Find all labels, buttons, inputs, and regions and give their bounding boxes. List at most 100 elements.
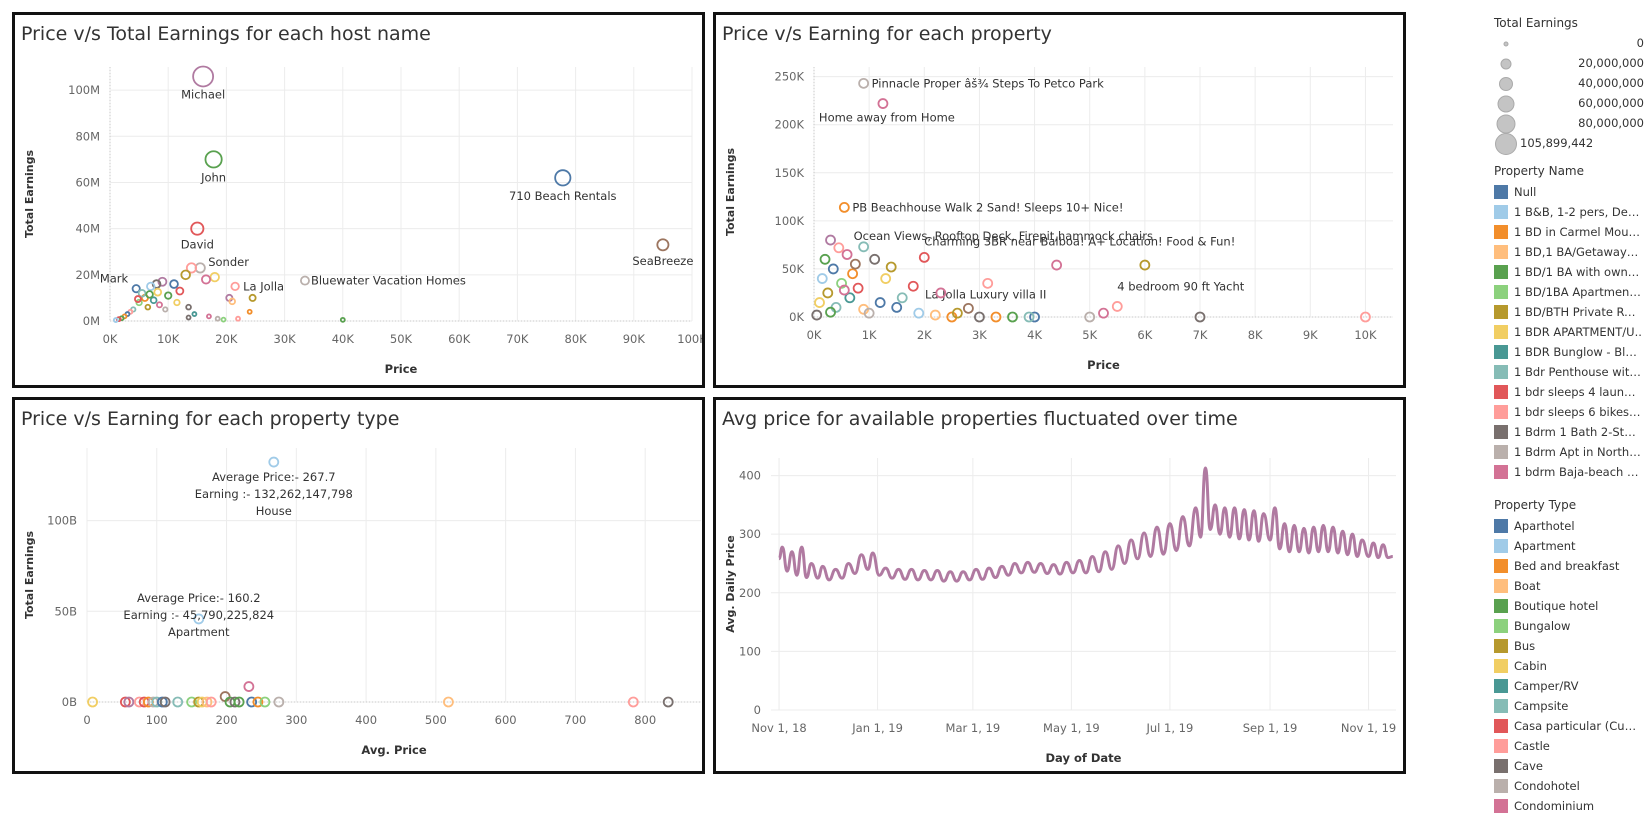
point-label: 710 Beach Rentals	[509, 189, 616, 203]
x-tick-label: 80K	[565, 332, 588, 346]
property-type-legend-item[interactable]: Cave	[1494, 756, 1644, 776]
data-point	[190, 221, 205, 236]
x-tick-label: 800	[634, 713, 656, 727]
legend-area: Total Earnings 0 20,000,000 40,000,000 60,0…	[1494, 14, 1644, 816]
data-point	[204, 150, 223, 169]
property-name-legend-item[interactable]: 1 bdr sleeps 6 bikes, k..	[1494, 402, 1644, 422]
legend-label: Condominium	[1514, 799, 1595, 813]
data-point	[146, 281, 156, 292]
y-tick-label: 400	[739, 469, 761, 483]
data-point	[827, 263, 839, 275]
legend-size-title: Total Earnings	[1494, 16, 1578, 30]
data-point	[144, 303, 152, 311]
x-tick-label: 0	[83, 713, 90, 727]
property-type-legend-item[interactable]: Castle	[1494, 736, 1644, 756]
property-type-legend-item[interactable]: Campsite	[1494, 696, 1644, 716]
x-axis-title: Day of Date	[1046, 751, 1122, 765]
point-label: Ocean Views, Rooftop Deck, Firepit,hammo…	[854, 229, 1153, 243]
property-name-legend-item[interactable]: 1 Bdrm 1 Bath 2-Stor..	[1494, 422, 1644, 442]
data-point	[259, 696, 271, 708]
chart-avg-price-time[interactable]: 0 100 200 300 400 Nov 1, 18 Jan 1, 19 Mar 1, 19…	[716, 400, 1403, 771]
data-point	[192, 65, 215, 88]
property-type-legend-item[interactable]: Condohotel	[1494, 776, 1644, 796]
x-tick-label: 600	[495, 713, 517, 727]
point-label: Pinnacle Proper âš¾ Steps To Petco Park	[872, 76, 1105, 90]
legend-label: 1 Bdrm 1 Bath 2-Stor..	[1514, 425, 1642, 439]
data-point	[863, 307, 875, 319]
y-tick-label: 40M	[75, 222, 100, 236]
property-name-legend-item[interactable]: 1 BD,1 BA/Getaway/Z..	[1494, 242, 1644, 262]
point-label: Charming 3BR near Balboa! A+ Location! F…	[924, 234, 1235, 248]
property-name-legend-item[interactable]: 1 BD/1 BA with own e..	[1494, 262, 1644, 282]
y-tick-label: 100K	[775, 214, 805, 228]
x-tick-label: 6K	[1137, 328, 1152, 342]
legend-label: 1 BD/BTH Private Ren..	[1514, 305, 1642, 319]
property-type-legend-item[interactable]: Bed and breakfast	[1494, 556, 1644, 576]
point-label: SeaBreeze	[632, 254, 693, 268]
legend-label: Camper/RV	[1514, 679, 1579, 693]
property-name-legend-item[interactable]: 1 BD/BTH Private Ren..	[1494, 302, 1644, 322]
property-name-legend-item[interactable]: 1 Bdr Penthouse with..	[1494, 362, 1644, 382]
size-legend-circle	[1500, 58, 1512, 70]
data-point	[185, 262, 198, 274]
property-name-legend-item[interactable]: 1 Bdrm Apt in North P..	[1494, 442, 1644, 462]
property-name-legend-item[interactable]: Null	[1494, 182, 1644, 202]
property-name-legend-item[interactable]: 1 bdrm Baja-beach st..	[1494, 462, 1644, 482]
property-name-legend-item[interactable]: 1 bdr sleeps 4 laundr..	[1494, 382, 1644, 402]
property-name-legend-item[interactable]: 1 BD in Carmel Mount..	[1494, 222, 1644, 242]
data-point	[1023, 311, 1035, 323]
legend-swatch	[1494, 345, 1508, 359]
x-tick-label: Sep 1, 19	[1243, 721, 1298, 735]
data-point	[339, 316, 346, 323]
property-type-legend-item[interactable]: Cabin	[1494, 656, 1644, 676]
legend-label: Boutique hotel	[1514, 599, 1599, 613]
series-line	[777, 466, 1393, 583]
x-axis-title: Price	[385, 362, 418, 376]
data-point	[214, 315, 221, 322]
data-point	[273, 696, 285, 708]
property-name-legend-item[interactable]: 1 BD/1BA Apartment ..	[1494, 282, 1644, 302]
y-tick-label: 0M	[83, 314, 100, 328]
annotation-line: House	[256, 504, 292, 518]
property-name-legend-item[interactable]: 1 B&B, 1-2 pers, DelM..	[1494, 202, 1644, 222]
property-type-legend-item[interactable]: Boutique hotel	[1494, 596, 1644, 616]
data-point	[119, 696, 131, 708]
data-point	[822, 287, 834, 299]
data-point	[233, 696, 245, 708]
property-name-legend-item[interactable]: 1 BDR Bunglow - Bloc..	[1494, 342, 1644, 362]
property-type-legend-item[interactable]: Camper/RV	[1494, 676, 1644, 696]
x-tick-label: 5K	[1082, 328, 1097, 342]
data-point	[858, 241, 870, 253]
y-tick-label: 20M	[75, 268, 100, 282]
property-type-legend[interactable]: Aparthotel Apartment Bed and breakfast Boat…	[1494, 516, 1644, 816]
legend-swatch	[1494, 405, 1508, 419]
data-point	[131, 284, 141, 294]
property-type-legend-item[interactable]: Apartment	[1494, 536, 1644, 556]
data-point	[1029, 311, 1040, 323]
property-type-legend-item[interactable]: Condominium	[1494, 796, 1644, 816]
data-point	[209, 271, 220, 283]
property-name-legend[interactable]: Null 1 B&B, 1-2 pers, DelM.. 1 BD in Carme…	[1494, 182, 1644, 486]
property-type-legend-item[interactable]: Boat	[1494, 576, 1644, 596]
data-point	[134, 295, 142, 303]
y-tick-label: 50B	[54, 604, 77, 618]
chart-property-type-earnings[interactable]: 0B 50B 100B 0 100 200 300 400 500 600 700 800 Avg. P…	[15, 400, 702, 771]
property-type-legend-item[interactable]: Casa particular (Cuba)	[1494, 716, 1644, 736]
annotation-line: Earning :- 45,790,225,824	[123, 608, 274, 622]
property-name-legend-item[interactable]: 1 BDR APARTMENT/U..	[1494, 322, 1644, 342]
legend-label: Aparthotel	[1514, 519, 1575, 533]
property-type-legend-item[interactable]: Aparthotel	[1494, 516, 1644, 536]
size-legend-circle	[1496, 114, 1516, 134]
data-point	[974, 311, 985, 323]
property-type-legend-item[interactable]: Bungalow	[1494, 616, 1644, 636]
point-label: Bluewater Vacation Homes	[311, 274, 466, 288]
property-type-legend-item[interactable]: Bus	[1494, 636, 1644, 656]
chart-host-earnings[interactable]: 0M 20M 40M 60M 80M 100M 0K 10K 20K 30K 40K 50K 60K 70…	[15, 15, 702, 385]
data-point	[145, 290, 154, 299]
x-tick-label: 30K	[274, 332, 297, 346]
x-tick-label: 10K	[1354, 328, 1377, 342]
y-tick-label: 100B	[47, 514, 77, 528]
y-axis-title: Total Earnings	[724, 148, 737, 237]
chart-property-earnings[interactable]: 0K 50K 100K 150K 200K 250K 0K 1K 2K 3K 4K 5K 6K 7K 8K 9…	[716, 15, 1403, 385]
data-point	[838, 284, 850, 296]
